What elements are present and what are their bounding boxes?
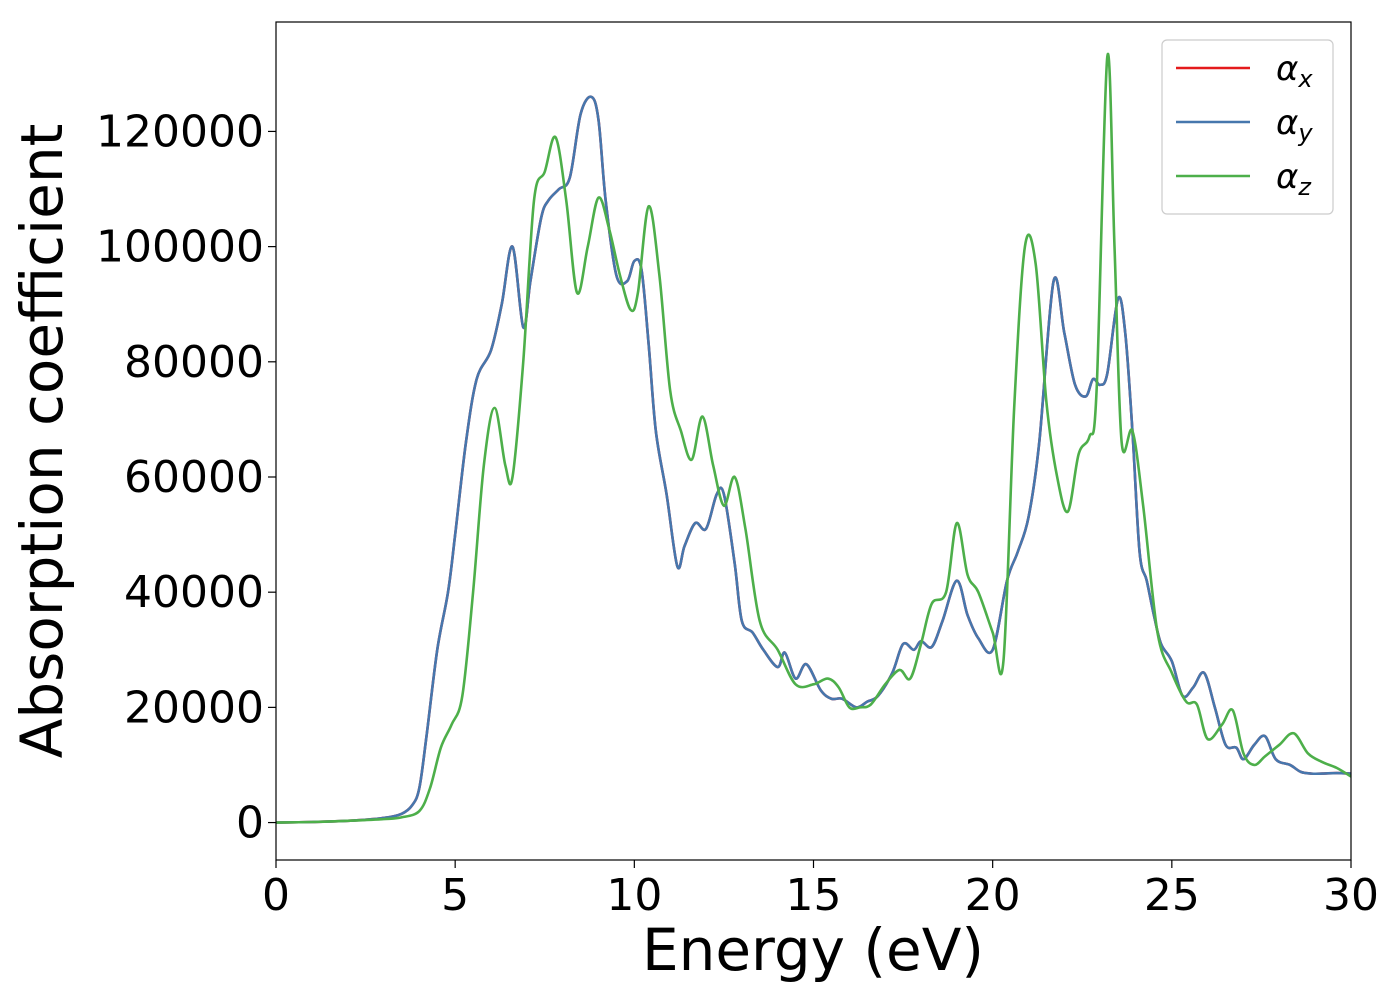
y-axis-ticks: 0 20000 40000 60000 80000 100000 120000 bbox=[96, 106, 276, 849]
legend-label-x: αx bbox=[1276, 49, 1313, 93]
legend-label-y: αy bbox=[1276, 103, 1313, 147]
x-tick-label: 20 bbox=[965, 870, 1021, 921]
x-tick-label: 25 bbox=[1144, 870, 1200, 921]
series-line-y bbox=[276, 95, 1351, 824]
legend: αx αy αz bbox=[1161, 39, 1334, 215]
x-tick-label: 5 bbox=[441, 870, 469, 921]
y-axis-title: Absorption coefficient bbox=[8, 124, 76, 759]
plot-lines bbox=[276, 52, 1351, 824]
y-tick-label: 0 bbox=[236, 798, 264, 849]
x-tick-label: 15 bbox=[786, 870, 842, 921]
y-tick-label: 100000 bbox=[96, 222, 264, 273]
x-tick-label: 0 bbox=[262, 870, 290, 921]
y-tick-label: 80000 bbox=[124, 337, 264, 388]
y-tick-label: 120000 bbox=[96, 106, 264, 157]
x-axis-title: Energy (eV) bbox=[642, 916, 984, 984]
y-tick-label: 60000 bbox=[124, 452, 264, 503]
series-line-z bbox=[276, 52, 1351, 824]
legend-label-z: αz bbox=[1276, 157, 1312, 201]
legend-box bbox=[1161, 39, 1334, 215]
x-axis-ticks: 0 5 10 15 20 25 30 bbox=[262, 860, 1379, 921]
x-tick-label: 30 bbox=[1323, 870, 1379, 921]
y-tick-label: 40000 bbox=[124, 567, 264, 618]
x-tick-label: 10 bbox=[606, 870, 662, 921]
y-tick-label: 20000 bbox=[124, 682, 264, 733]
